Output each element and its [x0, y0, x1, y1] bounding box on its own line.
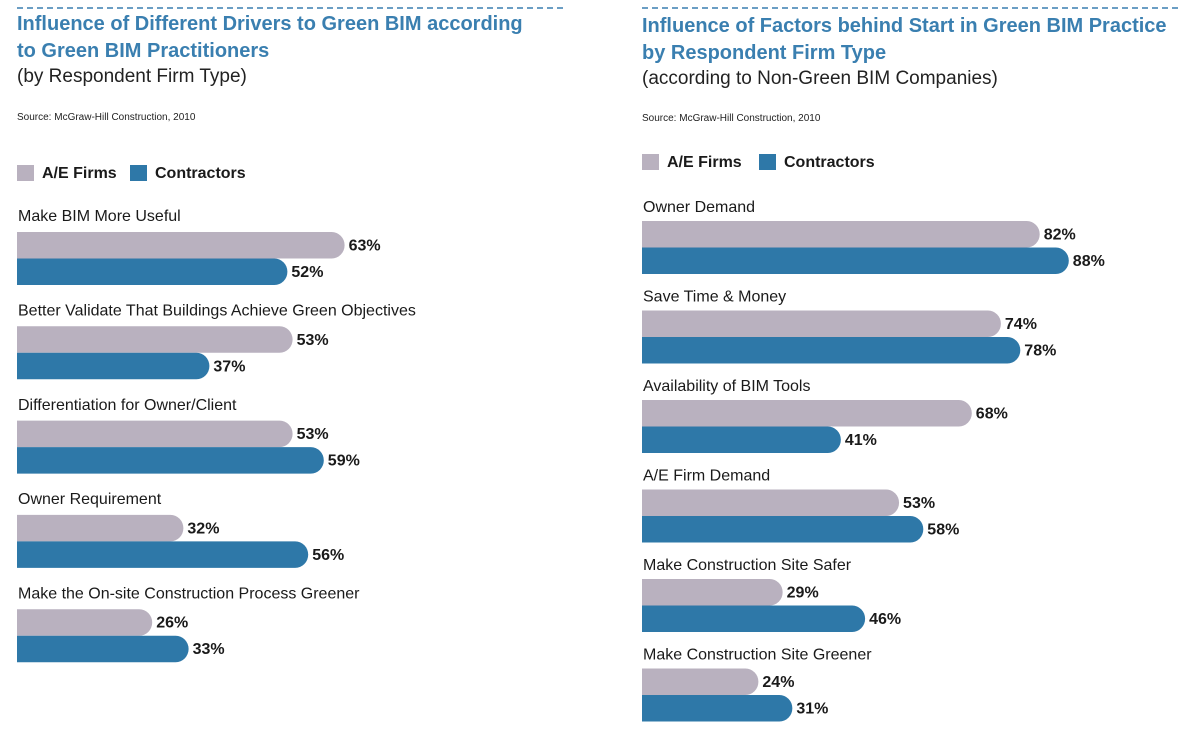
- plot: A/E Firms Contractors Make BIM More Useful…: [17, 165, 416, 663]
- chart: Influence of Factors behind Start in Gre…: [642, 0, 1200, 730]
- bar: [642, 605, 866, 632]
- value-label: 41%: [845, 432, 877, 449]
- value-label: 74%: [1005, 316, 1037, 333]
- value-label: 32%: [187, 520, 219, 537]
- category-label: Save Time & Money: [643, 289, 786, 306]
- bar: [17, 447, 324, 474]
- category-label: Better Validate That Buildings Achieve G…: [18, 303, 416, 320]
- bar: [17, 352, 210, 380]
- bar: [17, 420, 293, 448]
- bar: [17, 258, 288, 285]
- value-label: 52%: [291, 264, 323, 281]
- legend-label: A/E Firms: [667, 154, 742, 171]
- value-label: 33%: [193, 641, 225, 658]
- category-label: Make Construction Site Safer: [643, 557, 852, 574]
- bar: [642, 695, 793, 722]
- chart-title: Influence of Different Drivers to Green …: [17, 13, 523, 62]
- value-label: 31%: [796, 700, 828, 717]
- plot: A/E Firms Contractors Owner Demand 82% 88% Sa…: [642, 154, 1105, 722]
- bar: [17, 541, 309, 568]
- value-label: 56%: [312, 547, 344, 564]
- legend-swatch: [17, 165, 34, 181]
- bar: [642, 310, 1001, 337]
- bar: [642, 337, 1021, 364]
- source-note: Source: McGraw-Hill Construction, 2010: [642, 113, 821, 124]
- value-label: 46%: [869, 611, 901, 628]
- value-label: 78%: [1024, 342, 1056, 359]
- category-label: Owner Demand: [643, 199, 755, 216]
- legend-swatch: [130, 165, 147, 181]
- bar: [642, 426, 841, 453]
- chart: Influence of Different Drivers to Green …: [17, 0, 577, 730]
- value-label: 24%: [762, 674, 794, 691]
- bar: [17, 635, 189, 663]
- legend-label: A/E Firms: [42, 165, 117, 182]
- value-label: 29%: [787, 584, 819, 601]
- chart-subtitle: (according to Non-Green BIM Companies): [642, 68, 998, 89]
- chart-title: Influence of Factors behind Start in Gre…: [642, 15, 1167, 64]
- bar: [642, 579, 783, 606]
- bar: [17, 232, 345, 259]
- value-label: 53%: [903, 495, 935, 512]
- bar: [642, 247, 1069, 274]
- value-label: 82%: [1044, 226, 1076, 243]
- category-label: Make Construction Site Greener: [643, 647, 872, 664]
- value-label: 88%: [1073, 253, 1105, 270]
- source-note: Source: McGraw-Hill Construction, 2010: [17, 112, 196, 123]
- value-label: 53%: [297, 426, 329, 443]
- category-label: A/E Firm Demand: [643, 468, 770, 485]
- bar: [642, 400, 972, 427]
- bar: [642, 489, 900, 516]
- bar: [17, 609, 153, 636]
- value-label: 59%: [328, 453, 360, 470]
- bar: [17, 326, 293, 353]
- value-label: 53%: [297, 332, 329, 349]
- bar: [17, 514, 184, 542]
- category-label: Make the On-site Construction Process Gr…: [18, 585, 360, 602]
- value-label: 26%: [156, 615, 188, 632]
- value-label: 68%: [976, 405, 1008, 422]
- bar: [642, 516, 924, 543]
- category-label: Differentiation for Owner/Client: [18, 397, 237, 414]
- category-label: Make BIM More Useful: [18, 208, 181, 225]
- legend-label: Contractors: [784, 154, 875, 171]
- category-label: Availability of BIM Tools: [643, 378, 810, 395]
- value-label: 58%: [927, 521, 959, 538]
- legend-label: Contractors: [155, 165, 246, 182]
- value-label: 63%: [349, 237, 381, 254]
- category-label: Owner Requirement: [18, 491, 162, 508]
- top-rule: [17, 7, 1180, 9]
- legend-swatch: [759, 154, 776, 170]
- chart-subtitle: (by Respondent Firm Type): [17, 66, 247, 87]
- value-label: 37%: [213, 358, 245, 375]
- bar: [642, 668, 759, 695]
- bar: [642, 221, 1040, 248]
- legend-swatch: [642, 154, 659, 170]
